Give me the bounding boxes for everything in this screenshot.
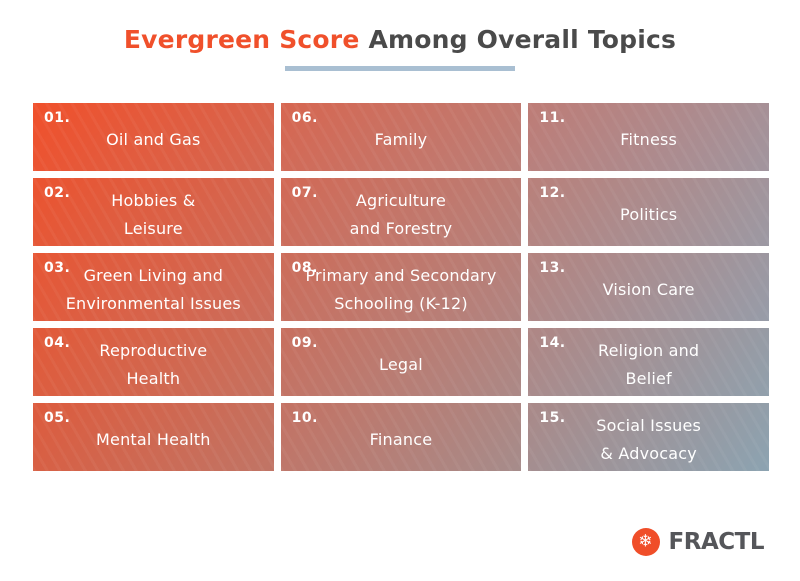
topics-grid: 01. Oil and Gas 02. Hobbies & Leisure 03. Gree… bbox=[33, 103, 769, 471]
topic-cell-09: 09. Legal bbox=[280, 328, 522, 396]
topic-rank: 13. bbox=[539, 260, 566, 276]
brand-footer: ❄ FRACTL bbox=[631, 528, 765, 556]
topic-label: Family bbox=[374, 130, 428, 149]
topic-cell-07: 07. Agriculture and Forestry bbox=[280, 178, 522, 246]
topic-label: Finance bbox=[369, 430, 433, 449]
topic-cell-13: 13. Vision Care bbox=[528, 253, 769, 321]
topic-rank: 08. bbox=[291, 260, 318, 276]
topic-label: Agriculture and Forestry bbox=[349, 191, 453, 238]
topic-rank: 14. bbox=[539, 335, 566, 351]
topic-rank: 15. bbox=[539, 410, 566, 426]
topic-cell-05: 05. Mental Health bbox=[33, 403, 274, 471]
topic-rank: 02. bbox=[44, 185, 71, 201]
title-underline bbox=[285, 66, 515, 71]
topic-label: Primary and Secondary Schooling (K-12) bbox=[305, 266, 497, 313]
topic-cell-03: 03. Green Living and Environmental Issues bbox=[33, 253, 274, 321]
topic-rank: 04. bbox=[44, 335, 71, 351]
topic-rank: 12. bbox=[539, 185, 566, 201]
header: Evergreen Score Among Overall Topics bbox=[0, 25, 800, 71]
topic-label: Fitness bbox=[620, 130, 678, 149]
topic-cell-04: 04. Reproductive Health bbox=[33, 328, 274, 396]
topic-label: Religion and Belief bbox=[598, 341, 700, 388]
topic-label: Vision Care bbox=[602, 280, 695, 299]
topic-cell-08: 08. Primary and Secondary Schooling (K-12) bbox=[280, 253, 522, 321]
topic-cell-06: 06. Family bbox=[280, 103, 522, 171]
topic-label: Green Living and Environmental Issues bbox=[65, 266, 241, 313]
topic-label: Hobbies & Leisure bbox=[111, 191, 196, 238]
brand-name: FRACTL bbox=[668, 529, 765, 555]
snowflake-icon: ❄ bbox=[638, 531, 653, 551]
title-rest: Among Overall Topics bbox=[368, 25, 677, 54]
topic-label: Politics bbox=[620, 205, 678, 224]
topic-rank: 06. bbox=[291, 110, 318, 126]
topic-label: Social Issues & Advocacy bbox=[596, 416, 702, 463]
topic-cell-02: 02. Hobbies & Leisure bbox=[33, 178, 274, 246]
topic-rank: 11. bbox=[539, 110, 566, 126]
topic-label: Mental Health bbox=[96, 430, 211, 449]
topic-rank: 07. bbox=[291, 185, 318, 201]
topic-cell-14: 14. Religion and Belief bbox=[528, 328, 769, 396]
topic-label: Oil and Gas bbox=[106, 130, 201, 149]
topic-rank: 10. bbox=[291, 410, 318, 426]
title-highlight: Evergreen Score bbox=[123, 25, 360, 54]
topic-cell-01: 01. Oil and Gas bbox=[33, 103, 274, 171]
topic-rank: 09. bbox=[291, 335, 318, 351]
topic-cell-10: 10. Finance bbox=[280, 403, 522, 471]
fractl-logo-icon: ❄ bbox=[631, 528, 660, 556]
topic-label: Reproductive Health bbox=[99, 341, 208, 388]
topic-rank: 05. bbox=[44, 410, 71, 426]
topic-cell-15: 15. Social Issues & Advocacy bbox=[528, 403, 769, 471]
topic-rank: 03. bbox=[44, 260, 71, 276]
topic-rank: 01. bbox=[44, 110, 71, 126]
topic-cell-11: 11. Fitness bbox=[528, 103, 769, 171]
page-title: Evergreen Score Among Overall Topics bbox=[0, 25, 800, 55]
topic-label: Legal bbox=[379, 355, 423, 374]
topic-cell-12: 12. Politics bbox=[528, 178, 769, 246]
